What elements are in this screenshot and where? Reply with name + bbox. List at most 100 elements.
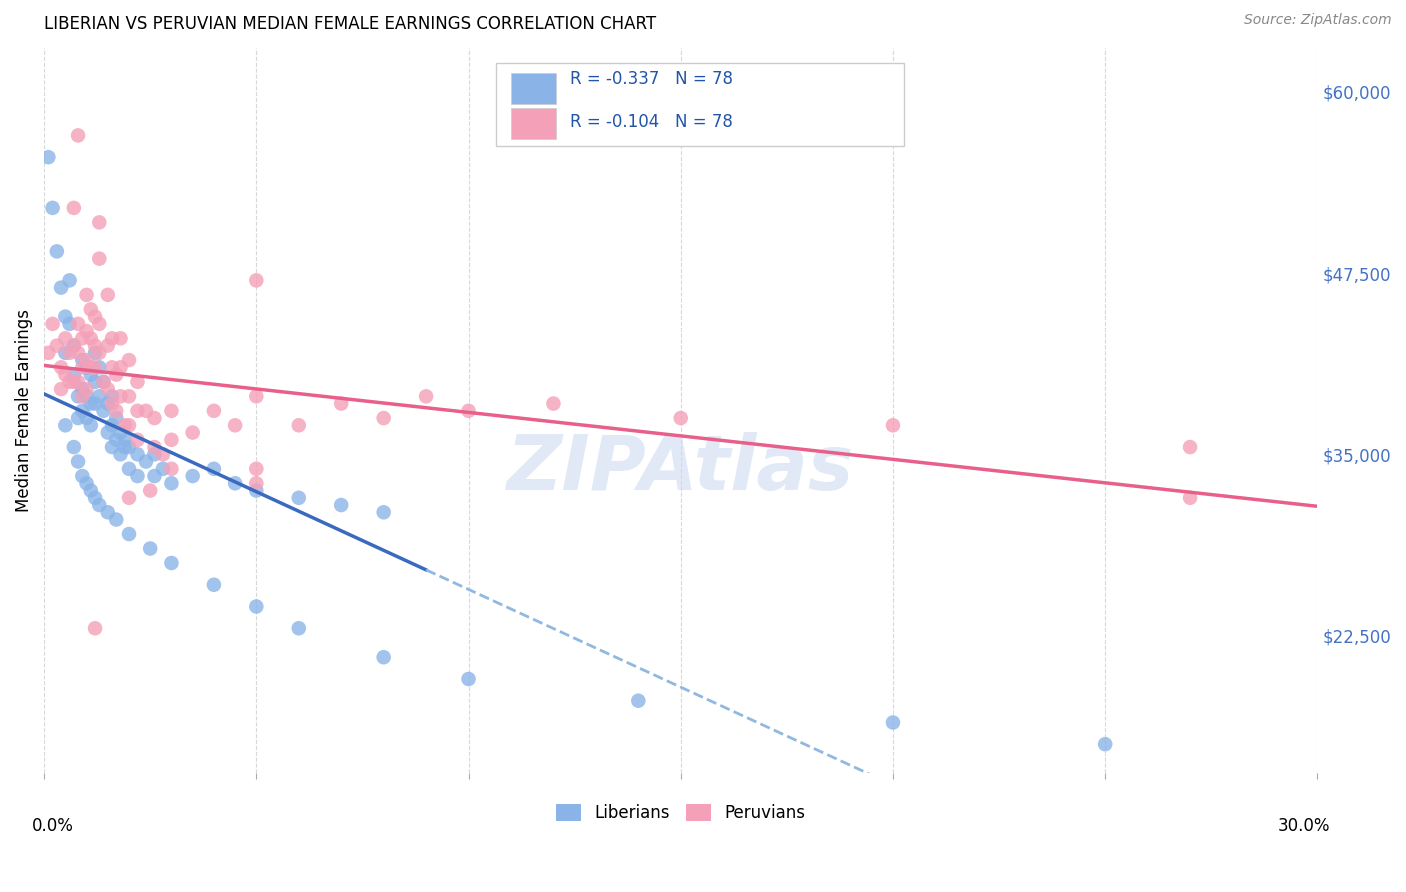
Point [127,447,149,461]
Text: R = -0.104   N = 78: R = -0.104 N = 78 [569,113,733,131]
Point [89,252,111,266]
Point [415,389,437,403]
FancyBboxPatch shape [512,108,555,139]
Point [127,404,149,418]
Point [127,375,149,389]
Point [139,541,162,556]
Point [63,440,86,454]
Point [80,360,103,375]
Point [89,317,111,331]
Point [53,368,76,382]
Point [1178,440,1201,454]
Point [101,396,124,410]
Point [135,404,157,418]
Point [80,368,103,382]
Point [105,433,128,447]
Point [457,672,479,686]
Point [84,375,107,389]
Point [76,288,98,302]
Point [67,454,90,468]
Point [202,404,225,418]
Point [67,317,90,331]
Point [118,491,141,505]
Point [202,462,225,476]
Point [245,476,267,491]
Point [139,483,162,498]
Point [76,360,98,375]
Point [330,498,353,512]
Point [97,338,120,352]
Point [1094,737,1116,751]
Point [160,556,183,570]
Point [58,317,80,331]
Point [224,418,246,433]
Point [53,331,76,345]
Text: 30.0%: 30.0% [1278,817,1330,835]
Point [882,715,904,730]
Point [89,389,111,403]
Point [143,440,166,454]
Point [373,505,395,519]
Point [58,346,80,360]
Point [76,353,98,368]
Point [93,404,115,418]
Point [53,346,76,360]
Point [97,288,120,302]
Point [143,447,166,461]
Text: ZIPAtlas: ZIPAtlas [508,432,855,506]
Point [135,454,157,468]
Point [224,476,246,491]
Text: R = -0.337   N = 78: R = -0.337 N = 78 [569,70,733,88]
Point [114,433,136,447]
Point [72,389,94,403]
Point [245,389,267,403]
Point [89,498,111,512]
Point [49,280,72,294]
Point [245,483,267,498]
Point [41,201,63,215]
Point [160,433,183,447]
Point [110,389,132,403]
Point [76,382,98,396]
Point [80,418,103,433]
Point [84,338,107,352]
Point [97,425,120,440]
FancyBboxPatch shape [496,63,904,146]
Point [84,491,107,505]
Point [143,469,166,483]
Point [58,273,80,287]
Point [110,331,132,345]
Point [76,411,98,425]
Point [58,375,80,389]
Point [72,469,94,483]
Point [84,396,107,410]
Point [105,411,128,425]
Y-axis label: Median Female Earnings: Median Female Earnings [15,310,32,512]
Point [110,360,132,375]
Point [101,331,124,345]
Point [72,360,94,375]
Point [152,462,174,476]
Point [97,396,120,410]
Point [63,338,86,352]
Point [63,201,86,215]
Point [105,512,128,526]
Point [80,302,103,317]
Point [72,404,94,418]
Point [245,273,267,287]
Point [37,346,59,360]
Point [118,353,141,368]
Point [202,578,225,592]
Point [63,375,86,389]
Point [80,396,103,410]
Point [101,418,124,433]
Point [101,440,124,454]
Text: Source: ZipAtlas.com: Source: ZipAtlas.com [1244,13,1392,28]
Point [143,411,166,425]
Point [669,411,692,425]
Point [76,476,98,491]
Point [110,447,132,461]
Point [72,331,94,345]
Point [89,346,111,360]
FancyBboxPatch shape [512,73,555,104]
